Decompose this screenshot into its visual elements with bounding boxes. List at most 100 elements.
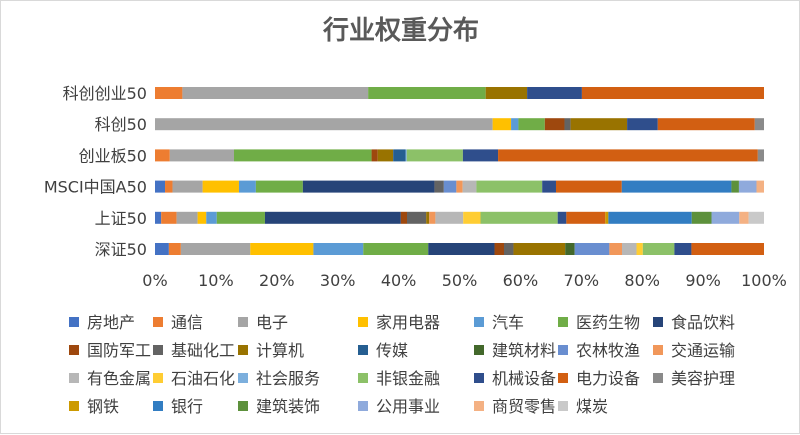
legend-swatch-煤炭 — [558, 401, 568, 411]
bar-深证50-有色金属 — [622, 243, 637, 255]
legend-swatch-机械设备 — [474, 373, 484, 383]
bar-创业板50-机械设备 — [462, 149, 499, 162]
bar-深证50-建筑材料 — [565, 243, 575, 255]
bar-深证50-交通运输 — [609, 243, 623, 255]
bar-MSCI中国A50-公用事业 — [738, 180, 757, 193]
legend-label: 传媒 — [376, 341, 408, 360]
bar-科创50-电力设备 — [657, 118, 755, 131]
bar-科创50-汽车 — [511, 118, 519, 131]
bar-深证50-农林牧渔 — [574, 243, 610, 255]
legend-swatch-有色金属 — [69, 373, 79, 383]
bar-MSCI中国A50-银行 — [621, 180, 732, 193]
bar-MSCI中国A50-有色金属 — [462, 180, 477, 193]
bar-深证50-房地产 — [155, 243, 169, 255]
legend-label: 有色金属 — [87, 369, 151, 388]
bar-MSCI中国A50-电力设备 — [555, 180, 622, 193]
x-tick-label: 70% — [564, 271, 600, 290]
chart-title: 行业权重分布 — [322, 15, 479, 46]
bar-上证50-商贸零售 — [739, 211, 749, 224]
bar-深证50-汽车 — [313, 243, 364, 255]
legend-label: 社会服务 — [256, 369, 320, 388]
bar-深证50-电子 — [180, 243, 251, 255]
bar-上证50-煤炭 — [748, 211, 764, 224]
bar-创业板50-电子 — [169, 149, 234, 162]
bar-深证50-机械设备 — [674, 243, 692, 255]
bar-深证50-医药生物 — [363, 243, 429, 255]
legend-swatch-医药生物 — [558, 317, 568, 327]
legend-label: 煤炭 — [576, 397, 608, 416]
bar-上证50-电力设备 — [566, 211, 606, 224]
legend-label: 交通运输 — [671, 341, 735, 360]
legend-swatch-传媒 — [358, 345, 368, 355]
bar-科创50-电子 — [155, 118, 493, 131]
legend-label: 食品饮料 — [671, 313, 735, 332]
legend-swatch-钢铁 — [69, 401, 79, 411]
category-label: 上证50 — [95, 209, 147, 228]
bar-深证50-通信 — [168, 243, 181, 255]
legend-label: 医药生物 — [576, 313, 640, 332]
x-tick-label: 20% — [259, 271, 295, 290]
bars-group — [155, 87, 764, 255]
bar-MSCI中国A50-交通运输 — [456, 180, 463, 193]
legend-label: 公用事业 — [376, 397, 440, 416]
x-tick-label: 10% — [198, 271, 234, 290]
bar-科创50-国防军工 — [544, 118, 565, 131]
category-label: MSCI中国A50 — [44, 178, 147, 197]
bar-MSCI中国A50-基础化工 — [434, 180, 444, 193]
bar-上证50-非银金融 — [480, 211, 558, 224]
bar-MSCI中国A50-农林牧渔 — [443, 180, 457, 193]
x-tick-labels: 0% 10% 20% 30% 40% 50% 60% 70% 80% 90% 100% — [142, 271, 787, 290]
bar-MSCI中国A50-医药生物 — [255, 180, 303, 193]
bar-MSCI中国A50-电子 — [172, 180, 203, 193]
category-labels: 科创创业50 科创50 创业板50 MSCI中国A50 上证50 深证50 — [44, 84, 147, 259]
legend-label: 商贸零售 — [492, 397, 556, 416]
bar-科创创业50-电力设备 — [581, 87, 764, 99]
bar-科创创业50-机械设备 — [527, 87, 582, 99]
bar-上证50-家用电器 — [197, 211, 207, 224]
bar-上证50-房地产 — [155, 211, 162, 224]
legend-swatch-商贸零售 — [474, 401, 484, 411]
bar-科创50-机械设备 — [627, 118, 658, 131]
legend-label: 基础化工 — [171, 341, 235, 360]
category-label: 深证50 — [95, 240, 147, 259]
bar-创业板50-非银金融 — [406, 149, 463, 162]
category-label: 科创创业50 — [63, 84, 147, 103]
legend-swatch-电子 — [238, 317, 248, 327]
bar-MSCI中国A50-非银金融 — [476, 180, 543, 193]
bar-上证50-石油石化 — [463, 211, 481, 224]
bar-上证50-国防军工 — [400, 211, 407, 224]
x-tick-label: 100% — [741, 271, 787, 290]
legend-swatch-汽车 — [474, 317, 484, 327]
legend-swatch-国防军工 — [69, 345, 79, 355]
bar-创业板50-国防军工 — [371, 149, 378, 162]
bar-深证50-国防军工 — [494, 243, 504, 255]
bar-上证50-汽车 — [206, 211, 217, 224]
bar-上证50-电子 — [176, 211, 198, 224]
legend-swatch-农林牧渔 — [558, 345, 568, 355]
legend-label: 通信 — [171, 313, 203, 332]
x-tick-label: 40% — [381, 271, 417, 290]
legend-swatch-银行 — [153, 401, 163, 411]
x-tick-label: 60% — [503, 271, 539, 290]
legend-label: 电子 — [256, 313, 288, 332]
legend-swatch-美容护理 — [653, 373, 663, 383]
legend-label: 建筑材料 — [492, 341, 556, 360]
category-label: 创业板50 — [79, 146, 147, 165]
bar-上证50-机械设备 — [557, 211, 567, 224]
bar-科创创业50-医药生物 — [368, 87, 486, 99]
x-tick-label: 30% — [320, 271, 356, 290]
bar-创业板50-美容护理 — [757, 149, 764, 162]
category-label: 科创50 — [95, 115, 147, 134]
bar-上证50-公用事业 — [711, 211, 740, 224]
legend-label: 汽车 — [492, 313, 524, 332]
legend-swatch-食品饮料 — [653, 317, 663, 327]
bar-创业板50-电力设备 — [498, 149, 758, 162]
bar-科创创业50-通信 — [155, 87, 183, 99]
bar-深证50-计算机 — [513, 243, 566, 255]
legend-label: 建筑装饰 — [256, 397, 320, 416]
legend-swatch-电力设备 — [558, 373, 568, 383]
legend-label: 石油石化 — [171, 369, 235, 388]
legend-label: 银行 — [171, 397, 203, 416]
